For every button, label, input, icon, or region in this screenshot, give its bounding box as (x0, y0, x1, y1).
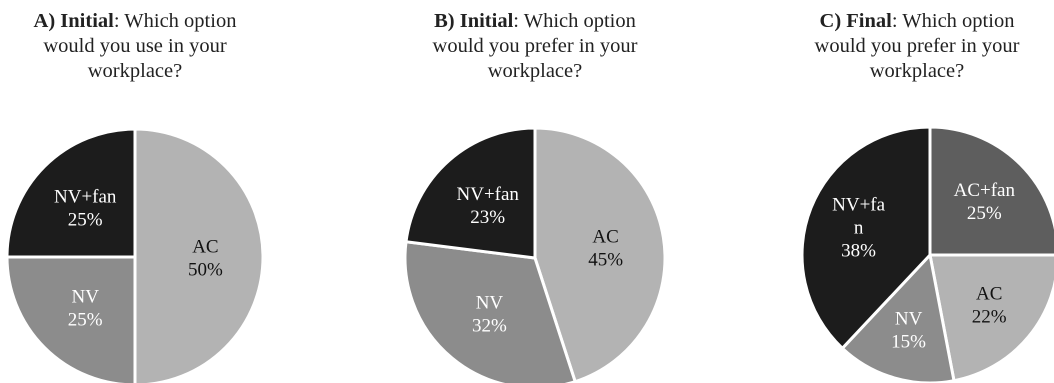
slice-label-b-0: AC 45% (588, 226, 623, 270)
chart-title-b: B) Initial: Which option would you prefe… (395, 9, 675, 84)
chart-title-a-prefix: A) Initial (33, 10, 114, 32)
chart-panel-b: B) Initial: Which option would you prefe… (395, 0, 675, 383)
pie-slice-c-2 (840, 251, 956, 383)
chart-title-b-prefix: B) Initial (434, 10, 514, 32)
slice-label-b-2: NV+fan 23% (457, 184, 520, 228)
pie-chart-c: AC+fan 25% AC 22% NV 15% NV+fa n 38% (800, 125, 1054, 383)
pie-slice-a-1 (5, 255, 137, 383)
chart-title-c-rest: : Which option (891, 10, 1015, 32)
pie-chart-b: AC 45% NV 32% NV+fan 23% (403, 126, 667, 383)
slice-label-a-0: AC 50% (188, 237, 223, 281)
pie-chart-a: AC 50% NV 25% NV+fan 25% (5, 127, 265, 383)
chart-title-c-line2: would you prefer in your (814, 35, 1020, 57)
slice-label-c-0: AC+fan 25% (954, 180, 1016, 224)
slice-label-c-2: NV 15% (891, 308, 926, 352)
pie-slice-b-1 (403, 240, 578, 383)
chart-title-c-line3: workplace? (869, 60, 965, 82)
pie-slice-a-0 (133, 127, 265, 383)
pie-slice-a-2 (5, 127, 137, 259)
chart-title-a-line3: workplace? (87, 60, 183, 82)
chart-panel-c: C) Final: Which option would you prefer … (780, 0, 1054, 383)
pie-slice-b-0 (533, 126, 667, 383)
chart-title-a-line2: would you use in your (43, 35, 227, 57)
slice-label-c-1: AC 22% (972, 283, 1007, 327)
chart-title-a: A) Initial: Which option would you use i… (0, 9, 270, 84)
slice-label-c-3: NV+fa n 38% (832, 195, 885, 262)
pie-slice-b-2 (404, 126, 537, 260)
slice-label-a-1: NV 25% (68, 286, 103, 330)
slice-label-b-1: NV 32% (472, 293, 507, 337)
chart-title-b-line2: would you prefer in your (432, 35, 638, 57)
chart-title-b-rest: : Which option (513, 10, 636, 32)
chart-title-c-prefix: C) Final (819, 10, 892, 32)
chart-title-c: C) Final: Which option would you prefer … (780, 9, 1054, 84)
chart-title-a-rest: : Which option (113, 10, 237, 32)
pie-slice-c-1 (928, 253, 1054, 383)
slice-label-a-2: NV+fan 25% (54, 187, 117, 231)
chart-title-b-line3: workplace? (487, 60, 583, 82)
pie-slice-c-0 (928, 125, 1054, 257)
pie-slice-c-3 (800, 125, 932, 351)
chart-panel-a: A) Initial: Which option would you use i… (0, 0, 270, 383)
